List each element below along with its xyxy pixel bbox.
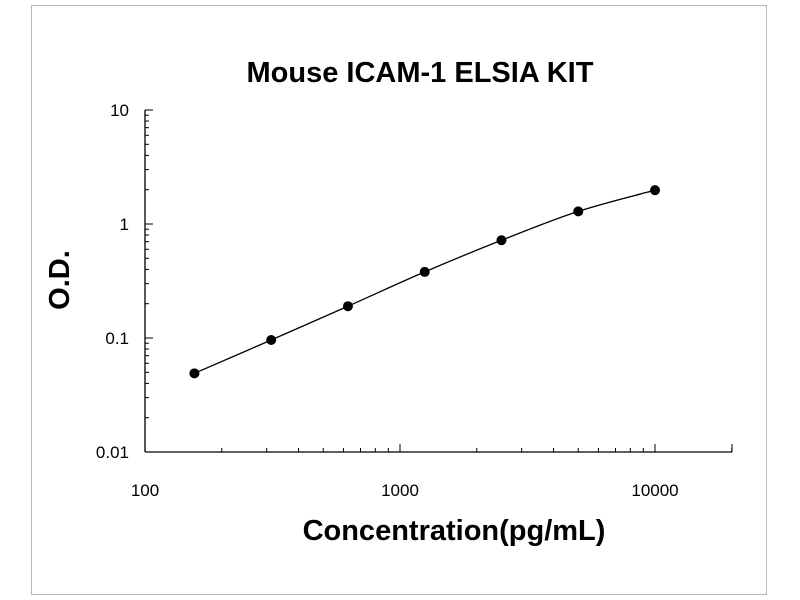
data-point [342, 301, 353, 312]
data-point [650, 185, 660, 196]
y-tick-label: 0.1 [105, 329, 129, 348]
y-axis-label: O.D. [44, 250, 76, 310]
series [189, 185, 660, 379]
x-tick-label: 10000 [631, 481, 678, 500]
y-tick-label: 10 [110, 101, 129, 120]
y-tick-label: 0.01 [96, 443, 129, 462]
y-tick-label: 1 [120, 215, 129, 234]
chart-frame [31, 5, 767, 595]
x-axis-label: Concentration(pg/mL) [303, 515, 606, 547]
x-tick-label: 1000 [381, 481, 419, 500]
axes [144, 110, 732, 453]
data-point [189, 368, 200, 379]
data-point [496, 235, 507, 246]
fit-curve [194, 189, 656, 374]
chart-title: Mouse ICAM-1 ELSIA KIT [247, 57, 594, 89]
data-point [266, 335, 277, 346]
x-tick-label: 100 [131, 481, 159, 500]
ticks: 0.01 0.1 1 10 100 1000 10000 [96, 101, 733, 500]
data-point [573, 206, 584, 217]
data-point [419, 266, 430, 277]
